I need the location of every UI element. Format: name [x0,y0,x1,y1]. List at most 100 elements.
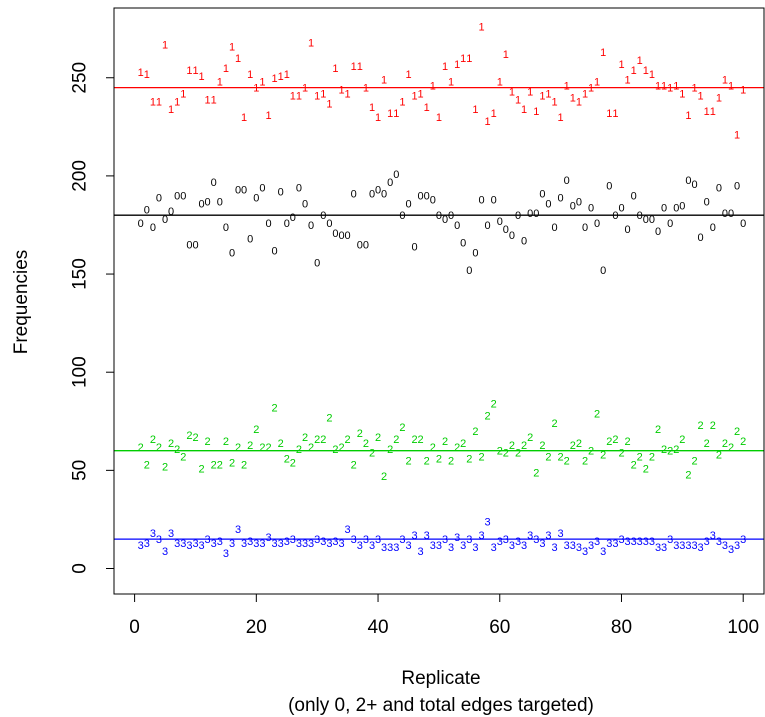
point-3: 3 [150,528,156,540]
point-1: 1 [588,83,594,95]
point-3: 3 [387,542,393,554]
point-2: 2 [673,444,679,456]
point-2: 2 [655,424,661,436]
point-0: 0 [192,240,198,252]
point-2: 2 [436,454,442,466]
point-2: 2 [643,463,649,475]
point-1: 1 [369,102,375,114]
point-1: 1 [296,90,302,102]
point-2: 2 [381,471,387,483]
point-0: 0 [551,222,557,234]
point-1: 1 [150,96,156,108]
point-3: 3 [405,540,411,552]
point-0: 0 [497,216,503,228]
point-1: 1 [716,92,722,104]
point-0: 0 [253,193,259,205]
point-3: 3 [308,538,314,550]
target-lines [114,86,764,540]
point-1: 1 [223,63,229,75]
point-0: 0 [308,220,314,232]
point-1: 1 [332,63,338,75]
point-3: 3 [314,534,320,546]
x-axis-label: Replicate [401,668,480,689]
y-tick-label: 0 [70,563,91,574]
point-0: 0 [205,196,211,208]
point-0: 0 [612,210,618,222]
point-2: 2 [594,408,600,420]
point-1: 1 [637,55,643,67]
point-1: 1 [156,96,162,108]
point-1: 1 [363,83,369,95]
point-2: 2 [156,442,162,454]
point-0: 0 [655,226,661,238]
point-2: 2 [345,434,351,446]
point-3: 3 [144,538,150,550]
point-3: 3 [527,530,533,542]
point-0: 0 [691,179,697,191]
point-2: 2 [338,442,344,454]
point-1: 1 [162,39,168,51]
point-3: 3 [223,548,229,560]
point-0: 0 [545,198,551,210]
point-2: 2 [478,452,484,464]
point-1: 1 [399,96,405,108]
point-0: 0 [722,208,728,220]
point-0: 0 [539,189,545,201]
point-2: 2 [503,448,509,460]
point-2: 2 [162,461,168,473]
point-3: 3 [436,540,442,552]
point-3: 3 [454,532,460,544]
point-2: 2 [272,403,278,415]
point-0: 0 [338,230,344,242]
point-2: 2 [460,438,466,450]
point-2: 2 [387,444,393,456]
point-1: 1 [710,106,716,118]
point-3: 3 [661,542,667,554]
point-3: 3 [369,540,375,552]
point-0: 0 [472,248,478,260]
point-2: 2 [399,422,405,434]
point-3: 3 [576,542,582,554]
point-3: 3 [412,530,418,542]
point-3: 3 [442,534,448,546]
point-3: 3 [685,540,691,552]
point-3: 3 [363,534,369,546]
point-1: 1 [302,83,308,95]
point-3: 3 [734,540,740,552]
y-tick-label: 200 [70,160,91,192]
point-0: 0 [649,214,655,226]
point-2: 2 [150,434,156,446]
point-0: 0 [564,175,570,187]
point-1: 1 [351,61,357,73]
point-0: 0 [673,202,679,214]
point-2: 2 [290,458,296,470]
point-0: 0 [357,240,363,252]
point-3: 3 [606,538,612,550]
y-axis: 0 50 100 150 200 250 [70,62,115,574]
point-0: 0 [174,191,180,203]
point-0: 0 [326,218,332,230]
point-2: 2 [637,452,643,464]
point-2: 2 [521,440,527,452]
point-0: 0 [363,240,369,252]
point-3: 3 [564,540,570,552]
point-3: 3 [424,530,430,542]
point-0: 0 [704,196,710,208]
point-1: 1 [253,83,259,95]
point-1: 1 [509,87,515,99]
point-0: 0 [241,185,247,197]
point-1: 1 [539,90,545,102]
point-0: 0 [351,189,357,201]
point-1: 1 [217,77,223,89]
point-2: 2 [205,436,211,448]
point-3: 3 [241,538,247,550]
point-1: 1 [357,61,363,73]
point-2: 2 [357,428,363,440]
point-1: 1 [551,96,557,108]
point-0: 0 [424,191,430,203]
point-0: 0 [138,218,144,230]
point-2: 2 [588,446,594,458]
point-3: 3 [302,538,308,550]
point-2: 2 [363,438,369,450]
